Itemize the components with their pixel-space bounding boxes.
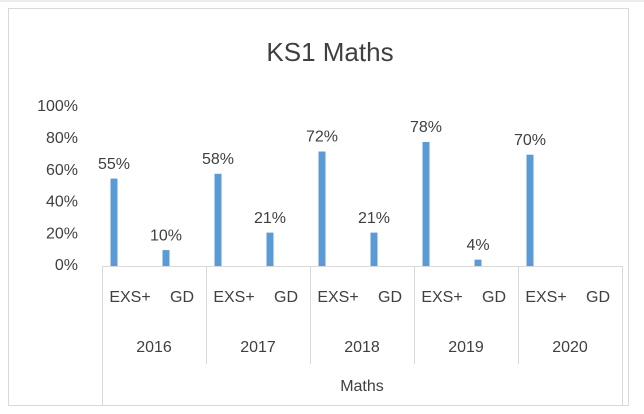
- bar: [110, 178, 118, 266]
- x-tick-label: EXS+: [525, 289, 566, 306]
- y-tick-label: 20%: [46, 225, 78, 242]
- data-label: 72%: [306, 129, 338, 146]
- data-label: 70%: [514, 132, 546, 149]
- x-tick-label: GD: [170, 289, 194, 306]
- x-tick-label: EXS+: [213, 289, 254, 306]
- y-tick-label: 80%: [46, 130, 78, 147]
- data-label: 58%: [202, 151, 234, 168]
- y-tick-label: 100%: [37, 98, 78, 115]
- group-label: 2019: [448, 339, 484, 356]
- x-tick-label: EXS+: [109, 289, 150, 306]
- y-tick-label: 60%: [46, 162, 78, 179]
- bar: [266, 232, 274, 266]
- y-tick-label: 0%: [55, 257, 78, 274]
- data-label: 21%: [254, 210, 286, 227]
- x-tick-label: GD: [378, 289, 402, 306]
- x-tick-label: EXS+: [317, 289, 358, 306]
- group-label: 2018: [344, 339, 380, 356]
- x-tick-label: GD: [482, 289, 506, 306]
- bar: [214, 173, 222, 266]
- group-label: 2017: [240, 339, 276, 356]
- supergroup-label: Maths: [340, 378, 384, 395]
- group-label: 2016: [136, 339, 172, 356]
- data-label: 55%: [98, 156, 130, 173]
- chart-title: KS1 Maths: [266, 37, 393, 67]
- data-label: 78%: [410, 119, 442, 136]
- x-tick-label: GD: [274, 289, 298, 306]
- y-tick-label: 40%: [46, 194, 78, 211]
- data-label: 10%: [150, 227, 182, 244]
- bar: [474, 259, 482, 266]
- bar: [422, 141, 430, 266]
- bar: [370, 232, 378, 266]
- data-label: 4%: [466, 237, 489, 254]
- bar: [318, 151, 326, 266]
- data-label: 21%: [358, 210, 390, 227]
- x-tick-label: EXS+: [421, 289, 462, 306]
- x-tick-label: GD: [586, 289, 610, 306]
- bar: [162, 250, 170, 266]
- group-label: 2020: [552, 339, 588, 356]
- bar: [526, 154, 534, 266]
